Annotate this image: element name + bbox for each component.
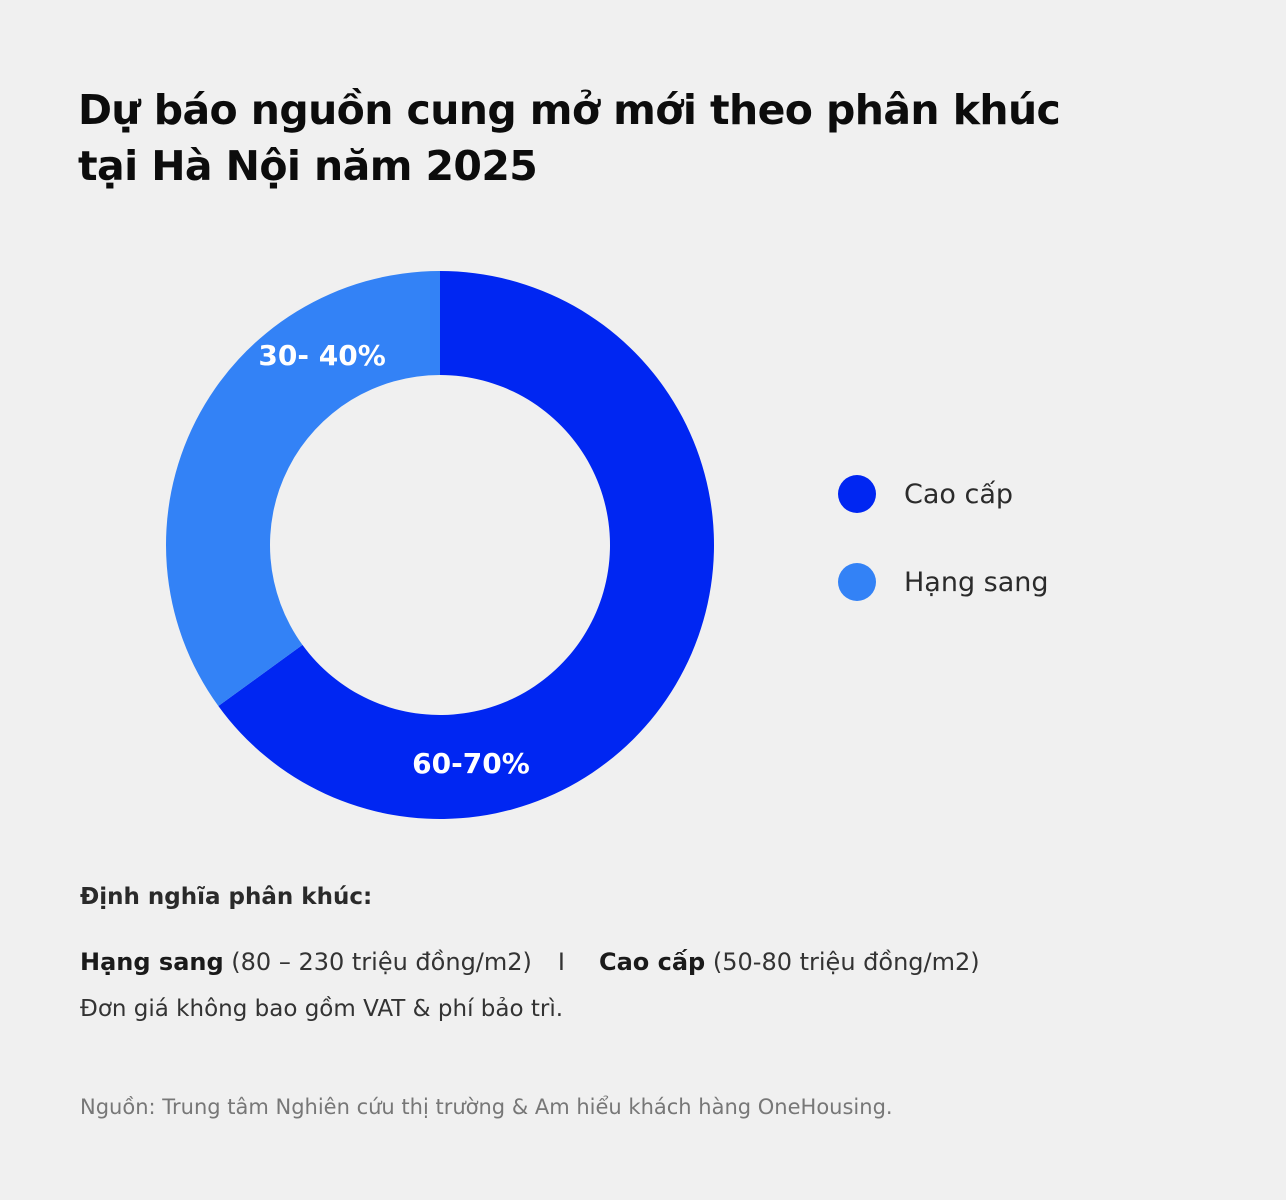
donut-slice-hang-sang: [166, 271, 440, 707]
chart-title-line-2: tại Hà Nội năm 2025: [78, 142, 538, 190]
legend-swatch-hang-sang: [838, 563, 876, 601]
legend-item-hang-sang: Hạng sang: [838, 562, 1049, 602]
definitions-heading: Định nghĩa phân khúc:: [80, 884, 373, 910]
premium-segment-range: (50-80 triệu đồng/m2): [705, 948, 980, 976]
definitions-line: Hạng sang (80 – 230 triệu đồng/m2) I Cao c…: [80, 948, 980, 976]
legend-item-cao-cap: Cao cấp: [838, 474, 1049, 514]
legend-label-cao-cap: Cao cấp: [904, 478, 1014, 510]
legend-swatch-cao-cap: [838, 475, 876, 513]
luxury-segment-name: Hạng sang: [80, 948, 224, 976]
definitions-separator: I: [557, 948, 565, 976]
donut-slice-cao-cap: [218, 271, 714, 819]
chart-title-line-1: Dự báo nguồn cung mở mới theo phân khúc: [78, 86, 1061, 134]
premium-segment-name: Cao cấp: [598, 948, 706, 976]
donut-chart: 60-70% 30- 40%: [166, 271, 714, 819]
slice-label-hang-sang: 30- 40%: [258, 339, 385, 372]
chart-legend: Cao cấp Hạng sang: [838, 474, 1049, 650]
chart-title: Dự báo nguồn cung mở mới theo phân khúc …: [78, 82, 1178, 194]
legend-label-hang-sang: Hạng sang: [904, 566, 1049, 598]
slice-label-cao-cap: 60-70%: [412, 747, 530, 780]
source-note: Nguồn: Trung tâm Nghiên cứu thị trường &…: [80, 1095, 893, 1119]
price-note: Đơn giá không bao gồm VAT & phí bảo trì.: [80, 996, 564, 1022]
luxury-segment-range: (80 – 230 triệu đồng/m2): [223, 948, 532, 976]
